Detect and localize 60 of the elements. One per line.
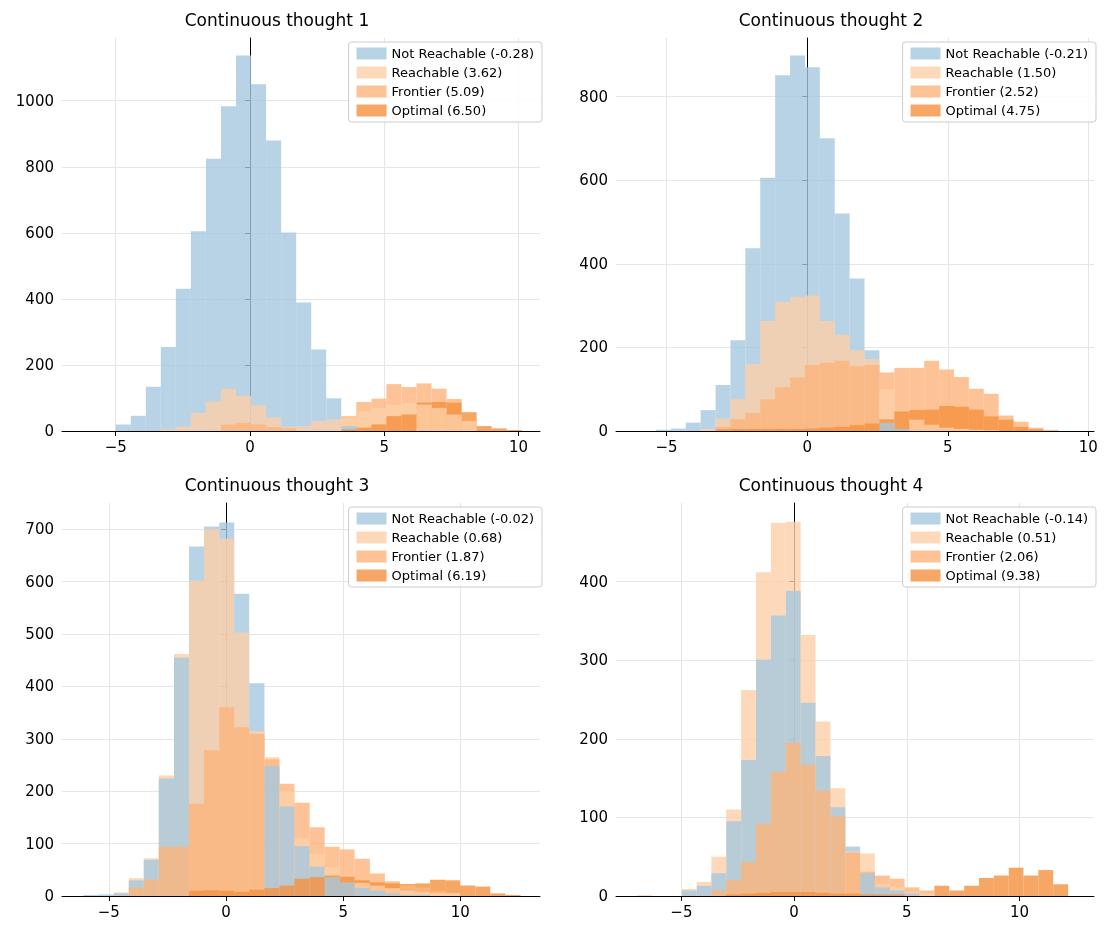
y-tick-label: 400	[25, 677, 54, 696]
legend-label: Not Reachable (-0.14)	[945, 511, 1089, 526]
legend-label: Optimal (9.38)	[945, 568, 1041, 583]
y-tick-label: 600	[25, 572, 54, 591]
y-tick-label: 0	[44, 422, 54, 440]
x-tick-label: 0	[789, 902, 799, 921]
chart-title: Continuous thought 2	[738, 9, 924, 30]
y-tick-label: 0	[44, 887, 54, 905]
y-tick-label: 600	[579, 171, 608, 190]
y-tick-label: 600	[25, 223, 54, 242]
y-tick-label: 0	[598, 887, 608, 905]
y-tick-label: 300	[579, 651, 608, 670]
y-tick-label: 400	[579, 254, 608, 273]
legend-label: Reachable (0.68)	[391, 530, 503, 545]
y-tick-label: 1000	[15, 91, 54, 110]
y-tick-label: 800	[25, 157, 54, 176]
legend-label: Not Reachable (-0.02)	[391, 511, 535, 526]
x-tick-label: 10	[508, 437, 529, 456]
x-tick-label: −5	[97, 902, 120, 921]
y-tick-label: 500	[25, 625, 54, 643]
y-tick-label: 0	[598, 422, 608, 440]
legend-label: Optimal (6.19)	[391, 568, 487, 583]
legend-label: Reachable (0.51)	[945, 530, 1057, 545]
y-tick-label: 200	[25, 782, 54, 801]
x-tick-label: 10	[1078, 437, 1098, 456]
chart-title: Continuous thought 1	[184, 9, 370, 30]
y-tick-label: 400	[579, 572, 608, 591]
legend-label: Frontier (2.52)	[945, 84, 1039, 99]
legend-label: Not Reachable (-0.21)	[945, 46, 1089, 61]
x-tick-label: −5	[670, 902, 693, 921]
legend-label: Reachable (3.62)	[391, 65, 503, 80]
y-tick-label: 200	[579, 338, 608, 357]
legend-label: Frontier (2.06)	[945, 549, 1039, 564]
legend-label: Optimal (6.50)	[391, 103, 487, 118]
legend-label: Optimal (4.75)	[945, 103, 1041, 118]
y-tick-label: 100	[579, 808, 608, 827]
y-tick-label: 800	[579, 87, 608, 106]
x-tick-label: 10	[450, 902, 470, 921]
legend-label: Frontier (5.09)	[391, 84, 485, 99]
x-tick-label: 5	[902, 902, 912, 921]
legend-label: Frontier (1.87)	[391, 549, 485, 564]
x-tick-label: −5	[104, 437, 127, 456]
x-tick-label: −5	[655, 437, 678, 456]
x-tick-label: 5	[379, 437, 390, 456]
y-tick-label: 400	[25, 289, 54, 308]
y-tick-label: 300	[25, 729, 54, 748]
chart-title: Continuous thought 3	[184, 474, 370, 495]
x-tick-label: 0	[245, 437, 255, 456]
x-tick-label: 10	[1010, 902, 1030, 921]
legend-label: Reachable (1.50)	[945, 65, 1057, 80]
chart-title: Continuous thought 4	[738, 474, 924, 495]
y-tick-label: 100	[25, 834, 54, 853]
y-tick-label: 200	[579, 729, 608, 748]
x-tick-label: 0	[221, 902, 231, 921]
y-tick-label: 200	[25, 355, 54, 374]
x-tick-label: 5	[338, 902, 348, 921]
x-tick-label: 5	[943, 437, 953, 456]
x-tick-label: 0	[802, 437, 812, 456]
legend-label: Not Reachable (-0.28)	[391, 46, 535, 61]
y-tick-label: 700	[25, 520, 54, 539]
